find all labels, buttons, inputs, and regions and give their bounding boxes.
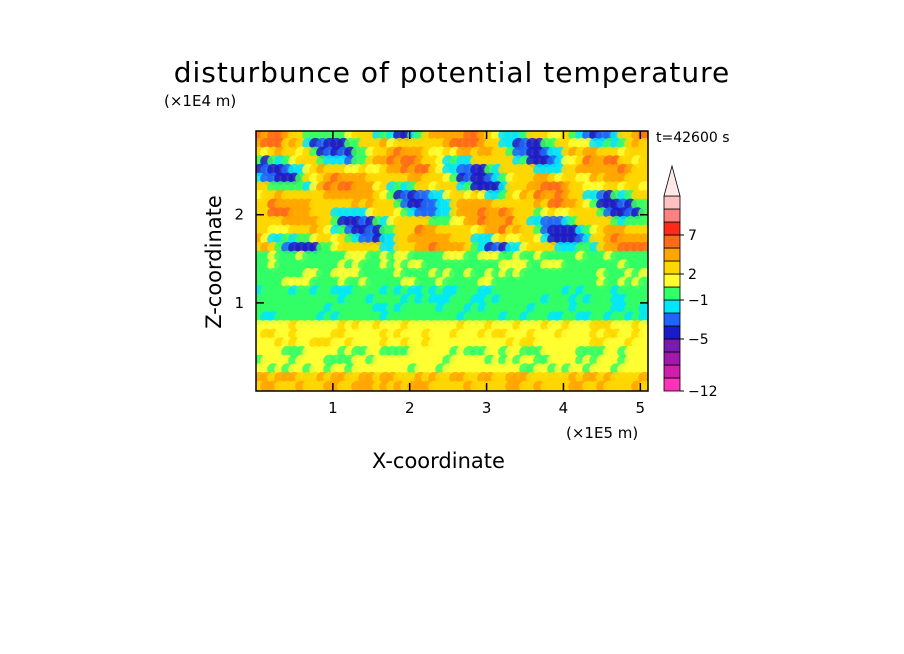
- colorbar-segment: [663, 260, 681, 275]
- x-tick: 5: [636, 131, 646, 417]
- colorbar-label: −12: [688, 384, 718, 400]
- colorbar-segment: [663, 234, 681, 249]
- heatmap-field: [256, 131, 648, 391]
- chart-title: disturbunce of potential temperature: [173, 56, 731, 89]
- x-tick-label: 3: [482, 399, 492, 417]
- colorbar-segment: [663, 195, 681, 210]
- y-tick-label: 1: [234, 294, 244, 312]
- heatmap-plot: [255, 130, 649, 392]
- x-tick-label: 5: [636, 399, 646, 417]
- time-label: t=42600 s: [656, 130, 730, 146]
- x-axis-label: X-coordinate: [372, 449, 505, 473]
- x-tick-label: 4: [559, 399, 569, 417]
- y-tick-label: 2: [234, 206, 244, 224]
- colorbar-segment: [663, 208, 681, 223]
- x-tick-label: 1: [328, 399, 338, 417]
- colorbar: 7 2 −1 −5 −12: [663, 164, 718, 400]
- y-axis-unit: (×1E4 m): [164, 92, 237, 110]
- x-tick: 4: [559, 131, 569, 417]
- y-axis-ticks: 12: [234, 206, 648, 312]
- colorbar-segment: [663, 351, 681, 366]
- y-tick: 1: [234, 294, 648, 312]
- x-tick-label: 2: [405, 399, 415, 417]
- colorbar-segment: [663, 338, 681, 353]
- colorbar-segment: [663, 286, 681, 301]
- colorbar-segment: [663, 312, 681, 327]
- colorbar-segment: [663, 325, 681, 340]
- colorbar-segment: [663, 221, 681, 236]
- colorbar-label: 2: [688, 267, 697, 283]
- colorbar-segment: [663, 364, 681, 379]
- colorbar-segment: [663, 377, 681, 392]
- plot-frame: [255, 130, 649, 392]
- x-tick: 2: [405, 131, 415, 417]
- y-tick: 2: [234, 206, 648, 224]
- colorbar-label: 7: [688, 228, 697, 244]
- colorbar-label: −1: [688, 293, 709, 309]
- x-tick: 1: [328, 131, 338, 417]
- x-axis-ticks: 1 2 3 4 5: [328, 131, 645, 417]
- x-tick: 3: [482, 131, 492, 417]
- colorbar-extend-arrow: [663, 164, 681, 197]
- colorbar-segment: [663, 299, 681, 314]
- colorbar-segment: [663, 247, 681, 262]
- x-axis-unit: (×1E5 m): [566, 424, 639, 442]
- colorbar-label: −5: [688, 332, 709, 348]
- colorbar-segment: [663, 273, 681, 288]
